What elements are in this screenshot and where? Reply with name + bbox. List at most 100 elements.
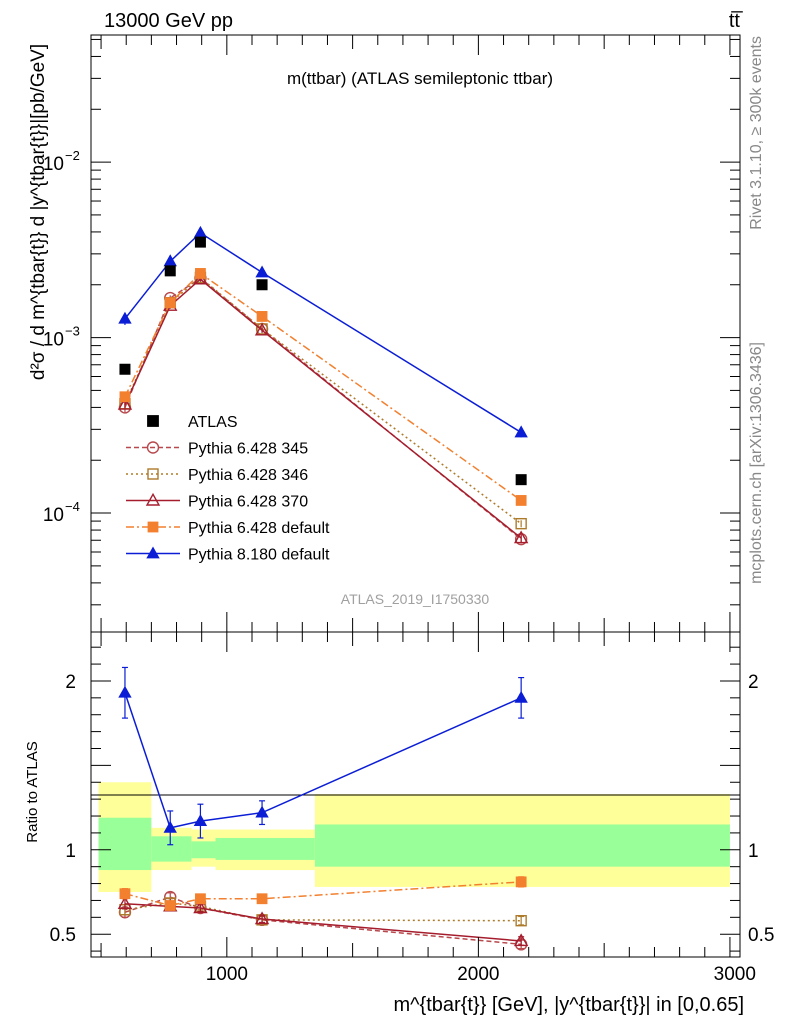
atlas-data-point: [194, 236, 206, 248]
main-series: [117, 225, 529, 546]
ratio-y-tick-label-right: 1: [748, 841, 759, 862]
ratio-y-tick-labels: 0.5 0.5 1 1 2 2: [50, 672, 775, 946]
ratio-panel: 0.5 0.5 1 1 2 2 1000 2000 3000 Ratio to ATLAS m…: [24, 631, 775, 1016]
data-point: [117, 396, 133, 410]
legend-label: Pythia 6.428 345: [188, 441, 308, 458]
data-point: [193, 225, 208, 238]
ratio-series-pythia-6-428-default: [119, 876, 527, 911]
atlas-data: [119, 236, 527, 486]
ratio-point: [118, 685, 132, 698]
ratio-series-line: [124, 902, 522, 922]
band-green: [191, 841, 216, 859]
data-point: [256, 311, 268, 322]
ratio-point: [193, 814, 208, 826]
series-line: [124, 272, 522, 502]
ratio-point: [193, 900, 208, 914]
ratio-point: [515, 915, 527, 927]
series-pythia-6-428-370: [117, 271, 529, 544]
series-pythia-6-428-default: [119, 268, 527, 506]
series-line: [124, 231, 522, 434]
y-tick-label: 10: [43, 154, 64, 175]
series-line: [124, 277, 522, 540]
main-frame: [90, 34, 741, 633]
x-tick-label: 2000: [457, 964, 499, 985]
ratio-y-tick-label: 0.5: [50, 925, 76, 946]
legend-item-atlas: ATLAS: [147, 414, 238, 431]
data-point: [514, 532, 528, 546]
main-y-tick-labels: 10−410−310−2: [43, 148, 80, 526]
ratio-point: [255, 805, 269, 818]
legend-marker: [147, 468, 159, 480]
watermark: ATLAS_2019_I1750330: [341, 591, 490, 607]
atlas-data-point: [515, 474, 527, 486]
header-left: 13000 GeV pp: [104, 10, 233, 32]
band-green: [98, 817, 152, 871]
data-point: [254, 322, 270, 336]
ratio-y-tick-label: 1: [65, 841, 76, 862]
ratio-point: [513, 933, 529, 947]
rivet-label: Rivet 3.1.10, ≥ 300k events: [748, 36, 765, 230]
band-green: [314, 824, 730, 867]
ratio-series-pythia-8-180-default: [118, 666, 528, 846]
data-point: [118, 311, 132, 324]
legend: ATLAS Pythia 6.428 345 Pythia 6.428 346 Pyt…: [126, 414, 330, 564]
atlas-data-point: [119, 363, 131, 375]
legend-label: Pythia 8.180 default: [188, 547, 330, 564]
legend-label: ATLAS: [188, 414, 238, 431]
main-axis-ticks: [91, 35, 740, 632]
y-tick-label-exponent: −2: [65, 148, 80, 163]
header-right: tt̅: [729, 10, 743, 32]
legend-item-pythia-6-428-default: Pythia 6.428 default: [126, 520, 330, 537]
series-pythia-8-180-default: [118, 225, 528, 438]
ratio-uncertainty-bands: [98, 782, 730, 892]
legend-marker: [145, 492, 161, 506]
y-tick-label-exponent: −3: [65, 324, 80, 339]
ratio-y-axis-label: Ratio to ATLAS: [24, 741, 41, 842]
data-point: [195, 268, 206, 279]
data-point: [255, 265, 269, 278]
series-line: [124, 278, 522, 539]
x-tick-labels: 1000 2000 3000: [206, 964, 756, 985]
series-line: [124, 276, 522, 525]
main-panel: m(ttbar) (ATLAS semileptonic ttbar) ATLA…: [28, 34, 741, 633]
ratio-point: [195, 893, 206, 905]
ratio-point: [515, 876, 527, 888]
legend-label: Pythia 6.428 370: [188, 494, 308, 511]
ratio-point: [164, 900, 176, 911]
y-tick-label-exponent: −4: [65, 499, 80, 514]
legend-marker: [146, 546, 160, 559]
atlas-data-point: [164, 265, 176, 277]
ratio-point: [514, 690, 528, 703]
chart-title: m(ttbar) (ATLAS semileptonic ttbar): [287, 69, 553, 88]
ratio-series: [117, 666, 529, 951]
data-point: [164, 297, 176, 309]
band-green: [215, 837, 315, 860]
data-point: [515, 495, 527, 506]
series-pythia-6-428-345: [118, 271, 528, 546]
atlas-data-point: [256, 279, 268, 291]
legend-item-pythia-8-180-default: Pythia 8.180 default: [126, 546, 330, 564]
ratio-point: [117, 896, 133, 910]
mcplots-label: mcplots.cern.ch [arXiv:1306.3436]: [748, 342, 765, 584]
x-tick-label: 3000: [714, 964, 756, 985]
main-y-axis-label: d²σ / d m^{tbar{t}} d |y^{tbar{t}}|[pb/G…: [28, 44, 49, 380]
legend-marker: [147, 521, 159, 533]
x-tick-label: 1000: [206, 964, 248, 985]
ratio-y-tick-label-right: 2: [748, 672, 759, 693]
legend-label: Pythia 6.428 346: [188, 467, 308, 484]
x-axis-label: m^{tbar{t}} [GeV], |y^{tbar{t}}| in [0,0…: [394, 994, 745, 1016]
legend-item-pythia-6-428-345: Pythia 6.428 345: [126, 441, 308, 458]
ratio-point: [256, 893, 268, 905]
legend-marker: [146, 441, 160, 454]
ratio-point: [119, 888, 131, 900]
ratio-series-line: [124, 903, 522, 942]
ratio-series-pythia-6-428-346: [119, 897, 527, 927]
ratio-series-line: [124, 881, 522, 907]
y-tick-label: 10: [43, 505, 64, 526]
ratio-y-tick-label: 2: [65, 672, 76, 693]
ratio-frame: [90, 631, 741, 958]
legend-item-pythia-6-428-346: Pythia 6.428 346: [126, 467, 308, 484]
legend-item-pythia-6-428-370: Pythia 6.428 370: [126, 492, 308, 511]
y-tick-label: 10: [43, 330, 64, 351]
ratio-axis-ticks: [91, 632, 740, 957]
